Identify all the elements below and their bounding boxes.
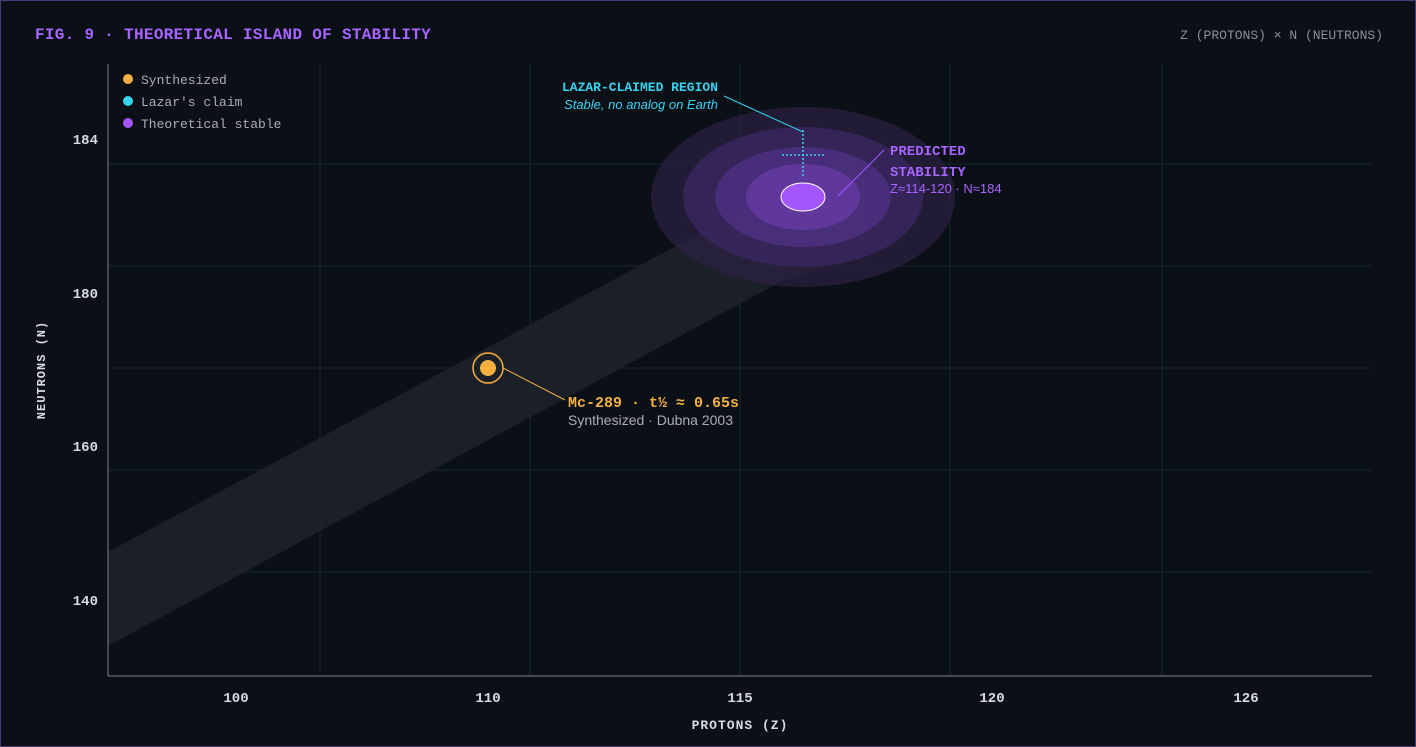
x-tick-label: 100 [223,691,248,707]
y-tick-labels: 184 180 160 140 [73,133,98,610]
legend-swatch-synthesized [123,74,133,84]
x-tick-label: 115 [727,691,752,707]
axes-caption: Z (PROTONS) × N (NEUTRONS) [1180,28,1383,43]
figure-title: FIG. 9 · THEORETICAL ISLAND OF STABILITY [35,26,432,44]
island-annotation-subtitle: Z≈114-120 · N≈184 [890,181,1002,196]
island-leader-line [837,149,885,197]
lazar-claim-marker [782,130,825,178]
y-tick-label: 180 [73,287,98,303]
legend-label-synthesized: Synthesized [141,73,227,88]
mc289-leader-line [502,367,566,401]
legend-label-lazar: Lazar's claim [141,95,243,110]
y-tick-label: 184 [73,133,98,149]
island-annotation-title-line2: STABILITY [890,165,966,181]
lazar-annotation-title: LAZAR-CLAIMED REGION [562,80,718,95]
lazar-leader-line [723,95,804,133]
y-tick-label: 160 [73,440,98,456]
mc289-annotation-subtitle: Synthesized · Dubna 2003 [568,412,733,428]
legend: Synthesized Lazar's claim Theoretical st… [123,73,281,132]
legend-swatch-theoretical [123,118,133,128]
x-tick-label: 110 [475,691,500,707]
x-tick-label: 126 [1233,691,1258,707]
mc289-annotation-title: Mc-289 · t½ ≈ 0.65s [568,395,739,412]
lazar-annotation-subtitle: Stable, no analog on Earth [564,97,718,112]
y-tick-label: 140 [73,594,98,610]
legend-label-theoretical: Theoretical stable [141,117,281,132]
theoretical-stable-point [780,182,826,212]
y-axis-title: NEUTRONS (N) [35,321,49,419]
x-tick-label: 120 [979,691,1004,707]
x-tick-labels: 100 110 115 120 126 [223,691,1258,707]
island-annotation-title-line1: PREDICTED [890,144,966,160]
legend-swatch-lazar [123,96,133,106]
stability-band [108,146,866,646]
synthesized-point [480,360,496,376]
x-axis-title: PROTONS (Z) [692,718,789,733]
